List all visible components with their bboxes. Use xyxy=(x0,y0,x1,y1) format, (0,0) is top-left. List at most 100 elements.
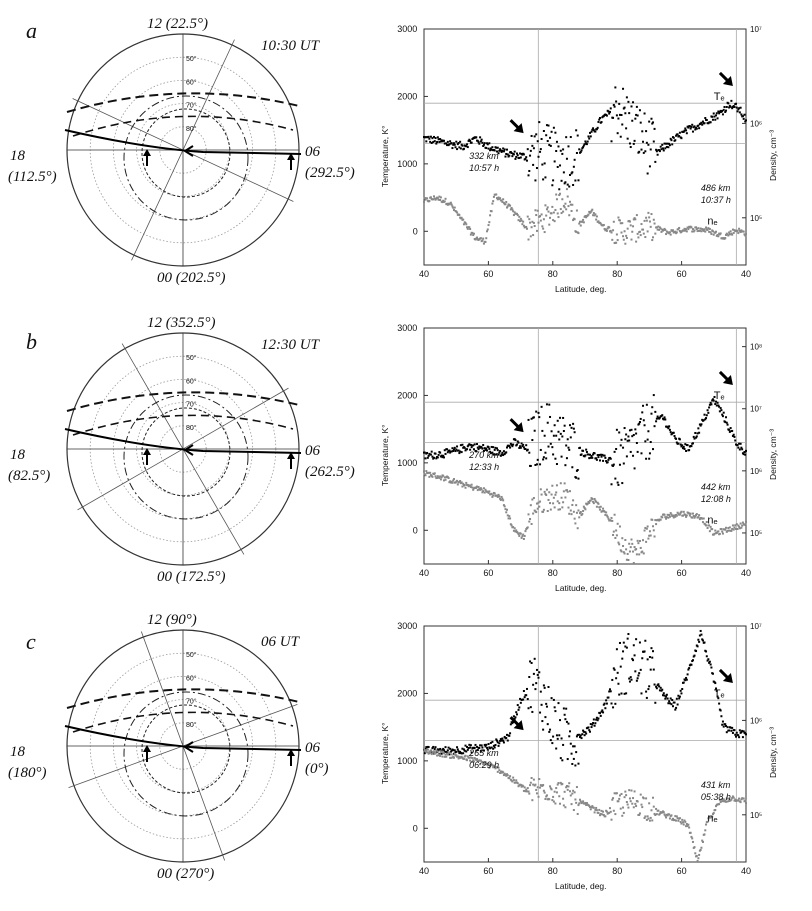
ne-point xyxy=(731,228,734,231)
te-point xyxy=(684,679,687,682)
ne-point xyxy=(691,228,694,231)
te-point xyxy=(612,706,615,709)
ne-point xyxy=(532,783,535,786)
te-point xyxy=(603,702,606,705)
ne-point xyxy=(645,216,648,219)
ne-point xyxy=(665,516,668,519)
te-point xyxy=(436,136,439,139)
ne-point xyxy=(565,784,568,787)
ne-point xyxy=(581,220,584,223)
te-point xyxy=(506,739,509,742)
ne-point xyxy=(658,228,661,231)
te-point xyxy=(706,409,709,412)
ne-point xyxy=(469,228,472,231)
ne-point xyxy=(602,810,605,813)
te-point xyxy=(725,109,728,112)
ne-point xyxy=(500,495,503,498)
te-point xyxy=(513,717,516,720)
te-point xyxy=(664,697,667,700)
dial-right-hour: 06 xyxy=(305,740,321,756)
ne-point xyxy=(479,763,482,766)
ne-point xyxy=(676,817,679,820)
te-point xyxy=(605,460,608,463)
ne-point xyxy=(717,235,720,238)
ne-point xyxy=(502,771,505,774)
ne-point xyxy=(647,817,650,820)
ne-point xyxy=(432,195,435,198)
te-point xyxy=(431,455,434,458)
panel-letter: a xyxy=(26,18,37,43)
te-point xyxy=(436,140,439,143)
right-tick-label: 10⁸ xyxy=(750,343,762,352)
te-point xyxy=(526,448,529,451)
ne-point xyxy=(552,800,555,803)
te-point xyxy=(520,442,523,445)
te-point xyxy=(448,753,451,756)
te-point xyxy=(661,688,664,691)
te-point xyxy=(561,435,564,438)
te-point xyxy=(652,448,655,451)
te-point xyxy=(492,747,495,750)
te-point xyxy=(615,428,618,431)
ne-point xyxy=(559,192,562,195)
te-point xyxy=(595,716,598,719)
te-point xyxy=(726,726,729,729)
te-point xyxy=(720,409,723,412)
ne-point xyxy=(526,526,529,529)
te-point xyxy=(489,149,492,152)
te-point xyxy=(516,440,519,443)
te-point xyxy=(593,724,596,727)
ne-point xyxy=(549,216,552,219)
te-point xyxy=(651,406,654,409)
ne-point xyxy=(444,197,447,200)
te-point xyxy=(709,401,712,404)
te-point xyxy=(695,435,698,438)
dial-top-label: 12 (22.5°) xyxy=(147,16,208,32)
te-point xyxy=(472,448,475,451)
te-point xyxy=(476,443,479,446)
te-point xyxy=(668,702,671,705)
te-point xyxy=(739,106,742,109)
te-point xyxy=(446,451,449,454)
ne-point xyxy=(664,516,667,519)
te-point xyxy=(576,733,579,736)
ne-point xyxy=(445,755,448,758)
te-point xyxy=(678,697,681,700)
te-point xyxy=(559,432,562,435)
te-point xyxy=(712,399,715,402)
te-point xyxy=(530,134,533,137)
te-point xyxy=(561,152,564,155)
te-point xyxy=(457,449,460,452)
ne-point xyxy=(500,771,503,774)
ne-point xyxy=(604,513,607,516)
te-point xyxy=(464,449,467,452)
ne-point xyxy=(537,501,540,504)
ne-point xyxy=(494,767,497,770)
te-point xyxy=(539,148,542,151)
ne-point xyxy=(444,753,447,756)
ne-point xyxy=(552,211,555,214)
te-point xyxy=(522,446,525,449)
ne-point xyxy=(489,214,492,217)
te-point xyxy=(585,143,588,146)
ne-point xyxy=(715,805,718,808)
te-point xyxy=(690,125,693,128)
te-point xyxy=(452,749,455,752)
te-point xyxy=(670,703,673,706)
te-point xyxy=(549,739,552,742)
ne-point xyxy=(618,525,621,528)
ne-point xyxy=(661,228,664,231)
te-point xyxy=(528,451,531,454)
te-point xyxy=(647,143,650,146)
ne-point xyxy=(668,232,671,235)
te-point xyxy=(731,731,734,734)
te-point xyxy=(446,749,449,752)
ne-point xyxy=(540,493,543,496)
ne-point xyxy=(432,750,435,753)
te-point xyxy=(647,430,650,433)
ne-point xyxy=(678,226,681,229)
te-point xyxy=(721,720,724,723)
ne-point xyxy=(519,783,522,786)
te-point xyxy=(688,449,691,452)
te-point xyxy=(559,416,562,419)
